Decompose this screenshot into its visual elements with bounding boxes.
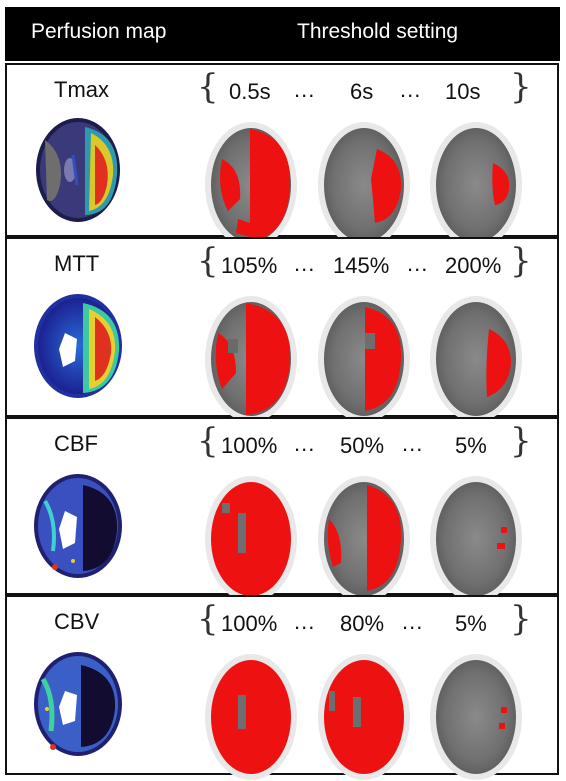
cbf-brain-50pct <box>318 476 410 602</box>
row-mtt: MTT { 105% ... 145% ... 200% } <box>5 237 559 422</box>
threshold-value: 100% <box>221 611 278 636</box>
row-cbv: CBV { 100% ... 80% ... 5% } <box>5 595 559 780</box>
threshold-value: 200% <box>445 253 502 278</box>
cbf-brain-5pct <box>430 476 522 602</box>
right-brace: } <box>510 241 532 281</box>
threshold-value: 6s <box>350 79 374 104</box>
threshold-value: 10s <box>445 79 481 104</box>
left-brace: { <box>197 67 219 107</box>
ellipsis: ... <box>407 251 429 276</box>
threshold-value: 50% <box>340 433 385 458</box>
mtt-brain-145pct <box>318 296 410 422</box>
threshold-value: 100% <box>221 433 278 458</box>
threshold-value: 80% <box>340 611 385 636</box>
right-brace: } <box>510 67 532 107</box>
mtt-perfusion-map <box>34 294 122 398</box>
right-brace: } <box>510 421 532 461</box>
right-brace: } <box>510 599 532 639</box>
ellipsis: ... <box>294 431 316 456</box>
row-label: Tmax <box>54 77 109 102</box>
cbv-brain-100pct <box>205 654 297 780</box>
cbf-perfusion-map <box>34 474 122 578</box>
threshold-value: 5% <box>455 611 487 636</box>
threshold-setting-heading: Threshold setting <box>297 20 459 43</box>
left-brace: { <box>197 421 219 461</box>
threshold-value: 0.5s <box>229 79 271 104</box>
mtt-brain-105pct <box>205 296 297 422</box>
row-cbf: CBF { 100% ... 50% ... 5% } <box>5 417 559 602</box>
ellipsis: ... <box>294 77 316 102</box>
left-brace: { <box>197 599 219 639</box>
row-label: CBF <box>54 431 98 456</box>
cbv-perfusion-map <box>34 652 122 756</box>
cbf-brain-100pct <box>205 476 297 602</box>
tmax-brain-0.5s <box>205 122 297 248</box>
header-bar: Perfusion map Threshold setting <box>5 7 560 61</box>
ellipsis: ... <box>402 609 424 634</box>
ellipsis: ... <box>294 609 316 634</box>
tmax-perfusion-map <box>36 118 120 222</box>
cbv-brain-80pct <box>318 654 410 780</box>
ellipsis: ... <box>294 251 316 276</box>
mtt-brain-200pct <box>430 296 522 422</box>
threshold-value: 145% <box>333 253 390 278</box>
threshold-value: 105% <box>221 253 278 278</box>
cbv-brain-5pct <box>430 654 522 780</box>
tmax-brain-10s <box>430 122 522 248</box>
perfusion-map-heading: Perfusion map <box>31 20 167 43</box>
ellipsis: ... <box>400 77 422 102</box>
row-label: MTT <box>54 251 100 276</box>
row-label: CBV <box>54 609 100 634</box>
ellipsis: ... <box>402 431 424 456</box>
tmax-brain-6s <box>318 122 410 248</box>
row-tmax: Tmax { 0.5s ... 6s ... 10s } <box>5 63 559 248</box>
threshold-value: 5% <box>455 433 487 458</box>
left-brace: { <box>197 241 219 281</box>
